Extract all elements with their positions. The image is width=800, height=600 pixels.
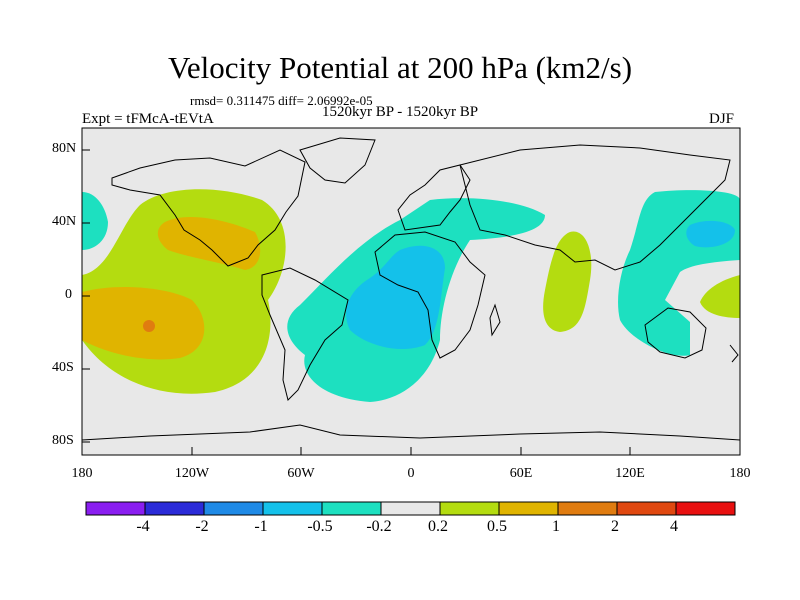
asia-coast xyxy=(459,144,731,271)
pacific-orange-north xyxy=(157,216,261,270)
map-title: Velocity Potential at 200 hPa (km2/s) xyxy=(167,50,633,85)
xtick-label: 180 xyxy=(729,466,751,481)
colorbar-label: 0.2 xyxy=(428,518,448,535)
dateline-negative-field xyxy=(82,192,108,250)
south-america-coast xyxy=(261,267,349,401)
ytick-label: 80N xyxy=(52,141,77,156)
axis-ticks xyxy=(81,149,741,455)
indian-positive-field xyxy=(543,231,592,332)
xtick-label: 120E xyxy=(615,466,645,481)
coastlines xyxy=(82,137,740,441)
africa-coast xyxy=(374,231,486,359)
madagascar-coast xyxy=(489,303,501,337)
period-label: 1520kyr BP - 1520kyr BP xyxy=(322,104,479,120)
xtick-label: 0 xyxy=(407,466,415,481)
colorbar-swatch xyxy=(380,501,441,516)
colorbar-label: -2 xyxy=(195,518,209,535)
colorbar-swatch xyxy=(498,501,559,516)
colorbar-label: 4 xyxy=(670,518,678,535)
xtick-label: 60E xyxy=(509,466,533,481)
atlantic-negative-core xyxy=(346,245,445,350)
colorbar-swatch xyxy=(675,501,736,516)
stats-text: rmsd= 0.311475 diff= 2.06992e-05 xyxy=(190,93,373,108)
contour-fields xyxy=(82,137,740,441)
season-label: DJF xyxy=(709,111,735,127)
colorbar-label: 0.5 xyxy=(487,518,507,535)
colorbar-swatch xyxy=(203,501,264,516)
xtick-label: 60W xyxy=(287,466,315,481)
north-america-coast xyxy=(111,149,306,267)
ytick-label: 0 xyxy=(65,287,72,302)
antarctica-coast xyxy=(82,424,740,441)
australia-coast xyxy=(644,307,707,359)
colorbar-label: -4 xyxy=(136,518,150,535)
colorbar-swatch xyxy=(616,501,677,516)
colorbar-swatch xyxy=(321,501,382,516)
colorbar-label: -0.2 xyxy=(366,518,392,535)
colorbar-swatch xyxy=(557,501,618,516)
xtick-label: 180 xyxy=(71,466,93,481)
xtick-label: 120W xyxy=(174,466,210,481)
colorbar-swatch xyxy=(144,501,205,516)
experiment-label: Expt = tFMcA-tEVtA xyxy=(82,111,214,127)
ytick-label: 40N xyxy=(52,214,77,229)
greenland-coast xyxy=(299,137,376,184)
pacific-orange-south xyxy=(82,286,205,360)
colorbar-swatch xyxy=(439,501,500,516)
ytick-label: 40S xyxy=(52,360,74,375)
colorbar-label: 2 xyxy=(611,518,619,535)
colorbar-label: -0.5 xyxy=(307,518,333,535)
new-zealand-coast xyxy=(729,344,739,363)
colorbar xyxy=(85,501,736,516)
wpacific-negative-core xyxy=(686,220,735,248)
colorbar-label: -1 xyxy=(254,518,268,535)
colorbar-swatch xyxy=(85,501,146,516)
colorbar-label: 1 xyxy=(552,518,560,535)
colorbar-swatch xyxy=(262,501,323,516)
east-positive-field xyxy=(700,275,740,318)
pacific-max-dot xyxy=(143,320,155,332)
ytick-label: 80S xyxy=(52,433,74,448)
